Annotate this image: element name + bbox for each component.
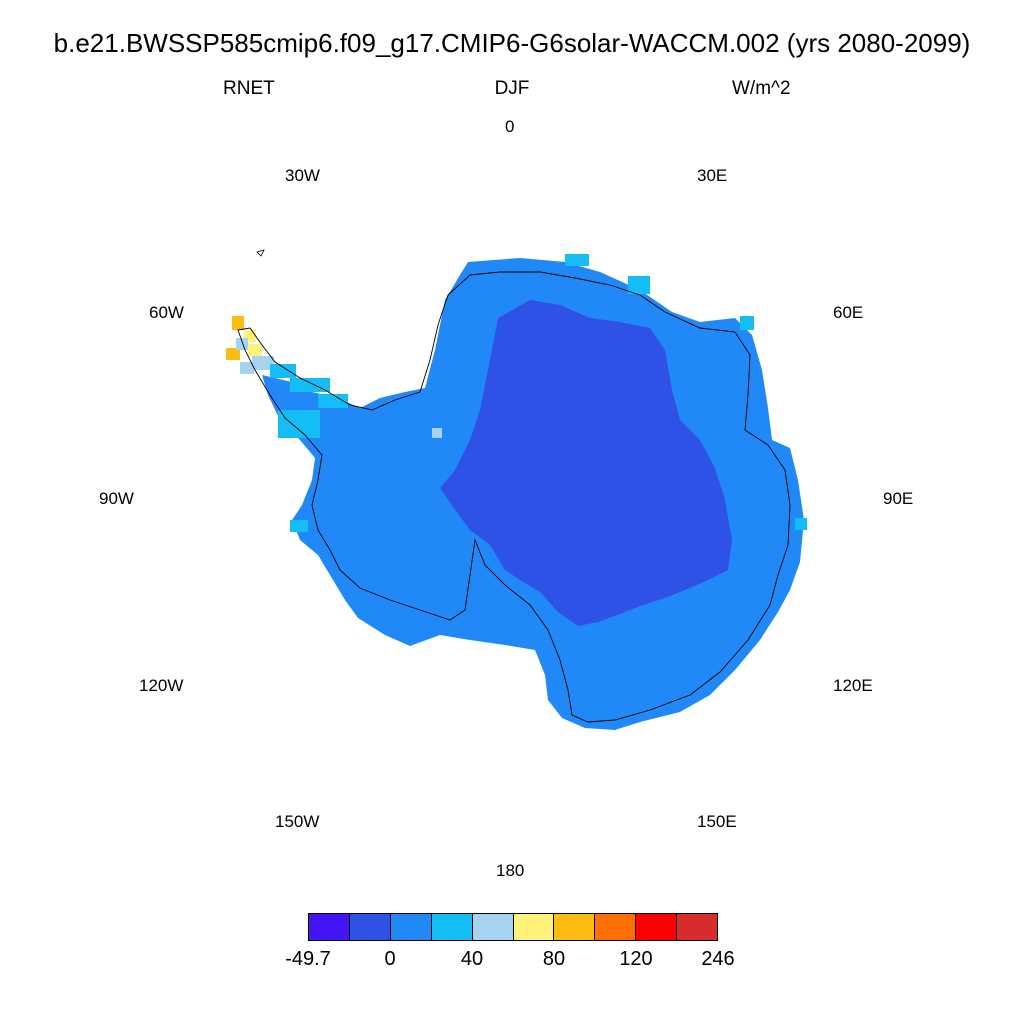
colorbar-cell <box>677 914 718 940</box>
colorbar-label: 120 <box>619 948 653 970</box>
colorbar-cell <box>636 914 678 940</box>
peninsula-cell <box>232 316 244 330</box>
colorbar-cell <box>472 914 514 940</box>
colorbar-label: 40 <box>460 948 484 970</box>
colorbar-label: 246 <box>701 948 735 970</box>
colorbar-cell <box>349 914 391 940</box>
peninsula-cell <box>270 364 296 378</box>
lon-label-0: 0 <box>505 117 515 136</box>
lon-label-90e: 90E <box>883 489 914 508</box>
coastal-cell <box>795 518 807 530</box>
lon-label-180: 180 <box>496 861 525 880</box>
island-outline <box>256 249 265 257</box>
lon-label-60e: 60E <box>833 303 864 322</box>
plateau-fill <box>440 300 732 626</box>
colorbar-cell <box>390 914 432 940</box>
coastal-cell <box>290 520 308 532</box>
peninsula-cell <box>248 344 262 356</box>
lon-label-60w: 60W <box>149 303 184 322</box>
peninsula-cell <box>318 394 348 408</box>
lon-label-120w: 120W <box>139 676 184 695</box>
colorbar-cell <box>513 914 555 940</box>
colorbar-label: 0 <box>384 948 396 970</box>
peninsula-cell <box>278 410 320 438</box>
lon-label-90w: 90W <box>99 489 134 508</box>
lon-label-150e: 150E <box>697 812 737 831</box>
colorbar-label: 80 <box>542 948 566 970</box>
lon-label-120e: 120E <box>833 676 873 695</box>
coastal-cell <box>628 276 650 294</box>
variable-label: RNET <box>223 78 275 99</box>
coastal-cell <box>740 316 754 330</box>
peninsula-cell <box>290 378 330 392</box>
colorbar-label: -49.7 <box>285 948 331 970</box>
lon-label-150w: 150W <box>275 812 320 831</box>
colorbar-cell <box>431 914 473 940</box>
coastal-cell <box>565 254 589 266</box>
units-label: W/m^2 <box>732 78 791 99</box>
peninsula-cell <box>226 348 240 360</box>
colorbar-cell <box>309 914 350 940</box>
peninsula-cell <box>240 362 254 374</box>
colorbar <box>308 913 718 941</box>
coastal-cell <box>432 428 442 438</box>
coastline <box>237 271 791 723</box>
season-label: DJF <box>494 78 530 99</box>
colorbar-cell <box>554 914 596 940</box>
lon-label-30e: 30E <box>697 166 728 185</box>
peninsula-cell <box>236 338 248 350</box>
plot-title: b.e21.BWSSP585cmip6.f09_g17.CMIP6-G6sola… <box>53 28 971 58</box>
lon-label-30w: 30W <box>285 166 320 185</box>
colorbar-cell <box>595 914 637 940</box>
peninsula-cell <box>252 356 274 370</box>
